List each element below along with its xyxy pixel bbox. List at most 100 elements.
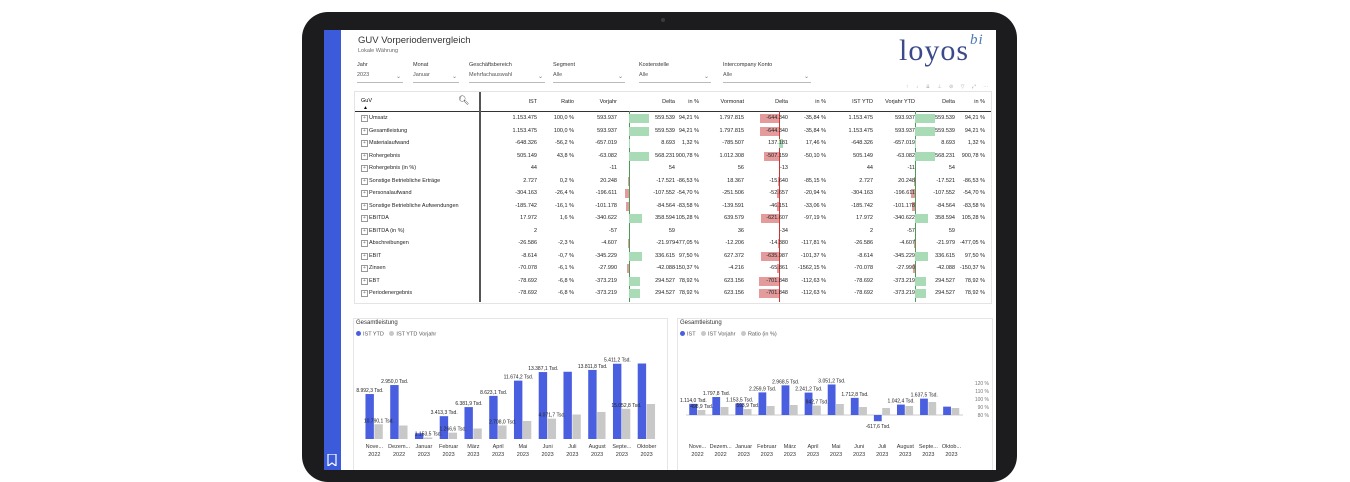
chart-bar[interactable]: [859, 407, 867, 415]
filter-monat[interactable]: Monat Januar ⌄: [413, 62, 459, 83]
filter-kostenstelle-dropdown[interactable]: Alle ⌄: [639, 72, 711, 83]
chart-bar[interactable]: [572, 414, 581, 440]
expand-icon[interactable]: +: [361, 127, 368, 135]
chart-bar[interactable]: [735, 403, 744, 415]
chart-bar[interactable]: [547, 418, 557, 439]
chart-bar[interactable]: [473, 428, 482, 440]
expand-icon[interactable]: +: [361, 190, 368, 197]
expand-icon[interactable]: +: [361, 227, 368, 235]
chart-bar[interactable]: [522, 421, 532, 439]
legend-item[interactable]: IST Vorjahr: [708, 331, 736, 338]
chart-bar[interactable]: [712, 397, 721, 415]
chart-bar[interactable]: [390, 385, 399, 439]
chart-bar[interactable]: [804, 392, 813, 415]
filter-intercompany-konto[interactable]: Intercompany Konto Alle ⌄: [723, 62, 811, 83]
chart-bar[interactable]: [720, 407, 729, 415]
chart-bar[interactable]: [365, 394, 374, 439]
table-row[interactable]: + EBIT -8.614 -0,7 % -345.229 336.615 97,50 % 6…: [355, 251, 991, 264]
chart-bar[interactable]: [812, 405, 821, 415]
expand-icon[interactable]: +: [361, 240, 368, 247]
expand-icon[interactable]: +: [361, 290, 368, 297]
sort-up-icon[interactable]: ▲: [363, 105, 368, 111]
bookmark-icon[interactable]: [327, 454, 337, 466]
filter-jahr[interactable]: Jahr 2023 ⌄: [357, 62, 403, 83]
expand-icon[interactable]: +: [361, 177, 368, 185]
chart-bar[interactable]: [920, 398, 928, 415]
legend-item[interactable]: IST YTD Vorjahr: [396, 331, 437, 338]
chart-bar[interactable]: [873, 415, 882, 422]
expand-icon[interactable]: +: [361, 115, 368, 122]
column-header[interactable]: Delta: [775, 99, 788, 105]
chart-bar[interactable]: [646, 404, 656, 439]
table-row[interactable]: + Rohergebnis 505.149 43,8 % -63.082 568.231 9…: [355, 151, 991, 164]
chart-bar[interactable]: [896, 404, 905, 415]
table-row[interactable]: + Materialaufwand -648.326 -56,2 % -657.019 8…: [355, 138, 991, 151]
chart-bar[interactable]: [836, 404, 844, 415]
chart-bar[interactable]: [588, 369, 597, 439]
chart-bar[interactable]: [689, 403, 698, 415]
legend-item[interactable]: Ratio (in %): [747, 331, 777, 338]
chart-bar[interactable]: [498, 425, 507, 439]
filter-geschaeftsbereich-dropdown[interactable]: Mehrfachauswahl ⌄: [469, 72, 545, 83]
chart-bar[interactable]: [905, 406, 914, 415]
column-header[interactable]: Delta: [942, 99, 955, 105]
chart-bar[interactable]: [827, 384, 836, 415]
chart-bar[interactable]: [781, 385, 790, 415]
table-row[interactable]: + Gesamtleistung 1.153.475 100,0 % 593.937 55…: [355, 126, 991, 139]
chart-bar[interactable]: [597, 411, 606, 439]
chart-bar[interactable]: [414, 433, 424, 439]
legend-item[interactable]: IST: [687, 331, 696, 338]
column-header[interactable]: Delta: [662, 99, 675, 105]
table-row[interactable]: + Periodenergebnis -78.692 -6,8 % -373.219 29…: [355, 288, 991, 301]
filter-kostenstelle[interactable]: Kostenstelle Alle ⌄: [639, 62, 711, 83]
column-header[interactable]: in %: [688, 99, 699, 105]
expand-icon[interactable]: +: [361, 252, 368, 260]
table-row[interactable]: + EBITDA 17.972 1,6 % -340.622 358.594 105,28 …: [355, 213, 991, 226]
chart-bar[interactable]: [374, 424, 383, 439]
column-header[interactable]: Vorjahr YTD: [885, 99, 915, 105]
filter-jahr-dropdown[interactable]: 2023 ⌄: [357, 72, 403, 83]
column-header[interactable]: Vorjahr: [599, 99, 617, 105]
chart-bar[interactable]: [489, 395, 498, 439]
table-row[interactable]: + Zinsen -70.078 -6,1 % -27.990 -42.088 -150,3…: [355, 263, 991, 276]
column-header[interactable]: in %: [974, 99, 985, 105]
expand-icon[interactable]: +: [361, 202, 368, 210]
table-row[interactable]: + Personalaufwand -304.163 -26,4 % -196.611 -…: [355, 188, 991, 201]
chart-bar[interactable]: [439, 416, 449, 439]
chart-bar[interactable]: [697, 410, 706, 415]
chart-bar[interactable]: [423, 437, 433, 440]
chart-bar[interactable]: [766, 406, 775, 415]
chart-bar[interactable]: [399, 425, 408, 440]
column-header[interactable]: Vormonat: [720, 99, 744, 105]
chart-bar[interactable]: [743, 409, 752, 415]
chart-bar[interactable]: [513, 380, 523, 439]
legend-item[interactable]: IST YTD: [363, 331, 384, 338]
chart-bar[interactable]: [448, 432, 458, 439]
table-row[interactable]: + Abschreibungen -26.586 -2,3 % -4.607 -21.97…: [355, 238, 991, 251]
filter-segment[interactable]: Segment Alle ⌄: [553, 62, 625, 83]
chart-bar[interactable]: [943, 406, 951, 415]
chart-bar[interactable]: [928, 402, 937, 415]
table-row[interactable]: + Sonstige Betriebliche Aufwendungen -185.…: [355, 201, 991, 214]
column-header[interactable]: Ratio: [561, 99, 574, 105]
column-header[interactable]: IST: [528, 99, 537, 105]
chart-bar[interactable]: [621, 408, 631, 439]
table-row[interactable]: + Umsatz 1.153.475 100,0 % 593.937 559.539 94,…: [355, 113, 991, 126]
expand-icon[interactable]: +: [361, 165, 368, 172]
table-row[interactable]: + EBT -78.692 -6,8 % -373.219 294.527 78,92 % 6…: [355, 276, 991, 289]
expand-icon[interactable]: +: [361, 152, 368, 160]
table-row[interactable]: + Sonstige Betriebliche Erträge 2.727 0,2 %…: [355, 176, 991, 189]
filter-monat-dropdown[interactable]: Januar ⌄: [413, 72, 459, 83]
column-header[interactable]: IST YTD: [852, 99, 873, 105]
chart-bar[interactable]: [637, 363, 647, 440]
visual-toolbar[interactable]: ↑ ↓ ⇊ ⊥ ⊘ ▽ ⤢ ⋯: [906, 84, 992, 90]
expand-icon[interactable]: +: [361, 140, 368, 147]
filter-intercompany-konto-dropdown[interactable]: Alle ⌄: [723, 72, 811, 83]
chart-bar[interactable]: [464, 407, 473, 439]
expand-icon[interactable]: +: [361, 277, 368, 285]
chart-bar[interactable]: [789, 405, 798, 415]
chart-bar[interactable]: [882, 408, 891, 415]
chart-bar[interactable]: [538, 372, 548, 439]
filter-geschaeftsbereich[interactable]: Geschäftsbereich Mehrfachauswahl ⌄: [469, 62, 545, 83]
column-header[interactable]: in %: [815, 99, 826, 105]
